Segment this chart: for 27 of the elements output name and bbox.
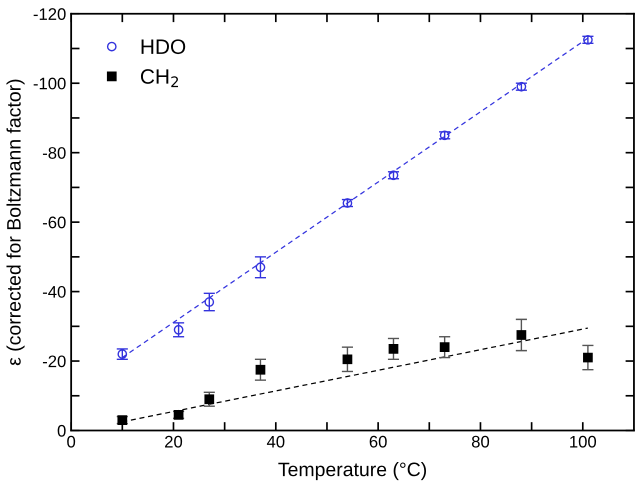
y-tick-label: -40 bbox=[42, 286, 66, 298]
y-tick-label: -120 bbox=[34, 8, 66, 20]
y-tick-label: -80 bbox=[42, 147, 66, 159]
y-tick-label: -100 bbox=[34, 78, 66, 90]
x-axis-title: Temperature (°C) bbox=[278, 462, 426, 480]
y-tick-label: -20 bbox=[42, 355, 66, 368]
y-axis-title: ε (corrected for Boltzmann factor) bbox=[6, 80, 25, 366]
point bbox=[583, 352, 593, 362]
point bbox=[204, 394, 214, 404]
point bbox=[516, 330, 526, 340]
y-tick-label: -60 bbox=[42, 216, 66, 228]
y-tick-label: 0 bbox=[58, 424, 66, 437]
x-tick-label: 20 bbox=[165, 436, 182, 448]
x-tick-label: 0 bbox=[67, 436, 76, 448]
point bbox=[204, 297, 214, 307]
point bbox=[388, 344, 398, 354]
point bbox=[256, 364, 266, 375]
x-tick-label: 100 bbox=[570, 436, 596, 448]
point bbox=[440, 342, 450, 352]
legend-label: CH$_{2}$ bbox=[140, 69, 178, 88]
point bbox=[174, 324, 184, 335]
point bbox=[256, 262, 266, 272]
legend-label: HDO bbox=[142, 39, 186, 54]
point bbox=[342, 354, 352, 364]
x-tick-label: 80 bbox=[472, 436, 490, 448]
x-tick-label: 60 bbox=[370, 436, 387, 448]
x-tick-label: 40 bbox=[266, 436, 284, 448]
